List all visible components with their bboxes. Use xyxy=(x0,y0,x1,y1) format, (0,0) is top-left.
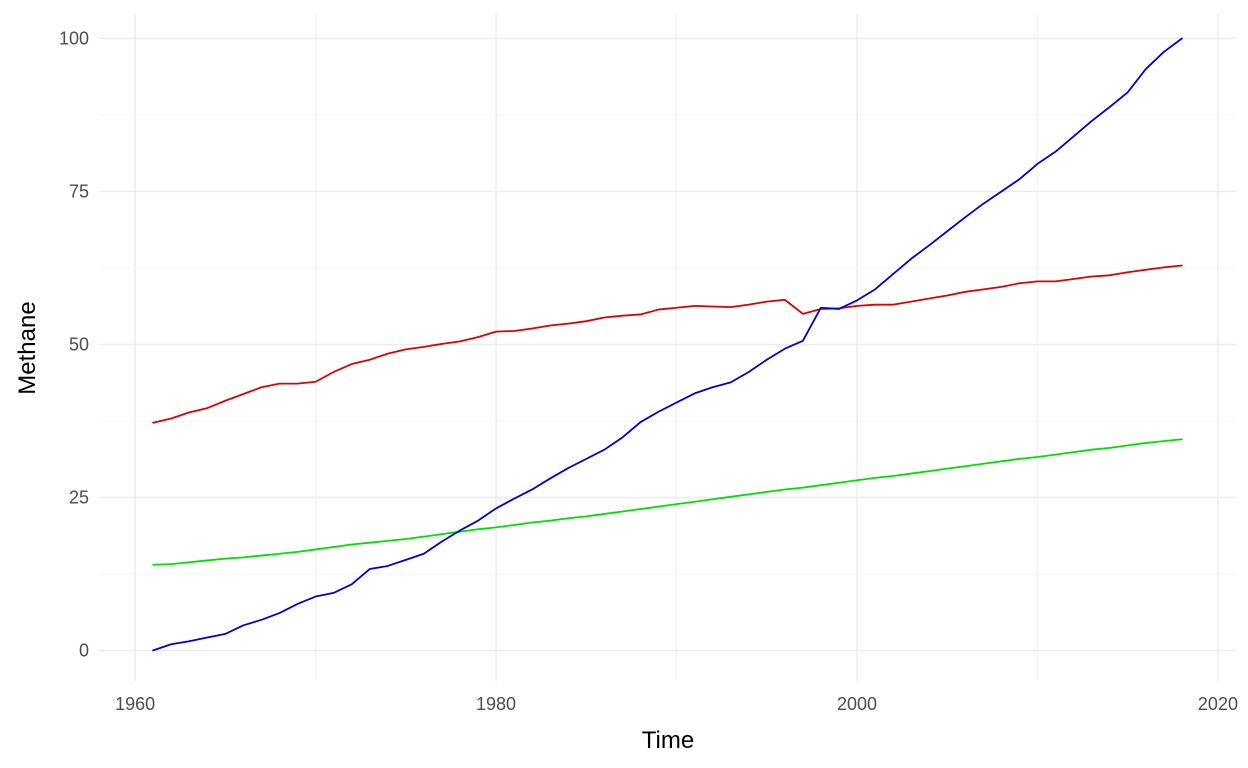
x-tick-label: 2000 xyxy=(837,694,877,714)
x-tick-label: 2020 xyxy=(1198,694,1238,714)
series-line-2 xyxy=(152,438,1183,566)
series-line-1 xyxy=(152,264,1183,424)
grid xyxy=(99,14,1236,681)
series-line-3 xyxy=(152,37,1183,652)
series-lines xyxy=(152,37,1183,652)
y-axis-ticks: 0 25 50 75 100 xyxy=(59,28,89,660)
y-tick-label: 25 xyxy=(69,487,89,507)
y-tick-label: 100 xyxy=(59,28,89,48)
x-tick-label: 1960 xyxy=(115,694,155,714)
y-tick-label: 50 xyxy=(69,334,89,354)
x-tick-label: 1980 xyxy=(476,694,516,714)
y-axis-title: Methane xyxy=(14,301,41,394)
y-tick-label: 75 xyxy=(69,181,89,201)
x-axis-title: Time xyxy=(642,727,694,754)
x-axis-ticks: 1960 1980 2000 2020 xyxy=(115,694,1238,714)
y-tick-label: 0 xyxy=(79,640,89,660)
